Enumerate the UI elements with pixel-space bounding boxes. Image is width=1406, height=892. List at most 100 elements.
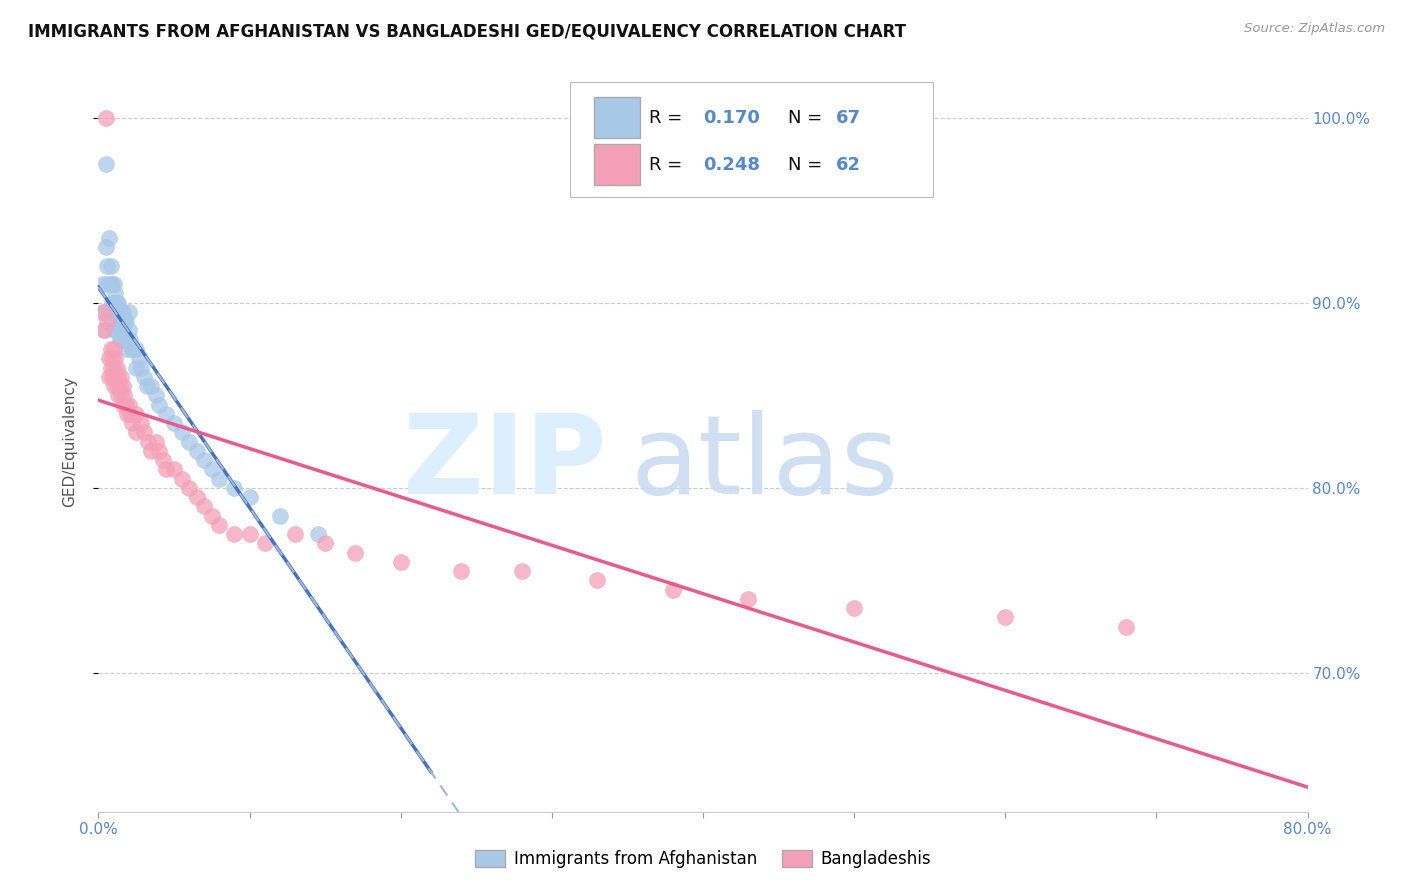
- Point: [101, 314, 124, 328]
- Point: [208, 517, 231, 532]
- Text: R =: R =: [648, 109, 688, 127]
- Point: [661, 582, 683, 597]
- Text: 0.170: 0.170: [703, 109, 759, 127]
- FancyBboxPatch shape: [569, 82, 932, 197]
- Point: [120, 407, 142, 421]
- Point: [107, 323, 129, 337]
- Text: R =: R =: [648, 156, 688, 174]
- Point: [145, 434, 167, 449]
- Point: [103, 323, 125, 337]
- Point: [110, 333, 132, 347]
- Point: [107, 295, 129, 310]
- Point: [93, 323, 115, 337]
- Point: [105, 360, 128, 375]
- Point: [104, 323, 127, 337]
- Point: [148, 397, 170, 411]
- Point: [307, 527, 329, 541]
- Text: ZIP: ZIP: [404, 410, 606, 517]
- Text: atlas: atlas: [630, 410, 898, 517]
- Point: [125, 425, 148, 440]
- Point: [115, 407, 138, 421]
- Point: [100, 277, 122, 292]
- Point: [107, 388, 129, 402]
- Point: [105, 379, 128, 393]
- Point: [155, 462, 177, 476]
- Text: 67: 67: [837, 109, 860, 127]
- Y-axis label: GED/Equivalency: GED/Equivalency: [63, 376, 77, 507]
- Point: [111, 379, 134, 393]
- Point: [239, 527, 262, 541]
- Point: [100, 360, 122, 375]
- Text: 62: 62: [837, 156, 860, 174]
- Point: [118, 323, 141, 337]
- Point: [110, 314, 132, 328]
- Bar: [595, 145, 640, 186]
- Point: [93, 323, 115, 337]
- Point: [101, 277, 124, 292]
- Point: [510, 564, 533, 578]
- Point: [98, 231, 121, 245]
- Point: [201, 462, 224, 476]
- Point: [121, 342, 143, 356]
- Point: [179, 481, 201, 495]
- Point: [129, 360, 152, 375]
- Text: 0.248: 0.248: [703, 156, 761, 174]
- Point: [114, 333, 136, 347]
- Point: [344, 546, 367, 560]
- Point: [100, 342, 122, 356]
- Point: [114, 397, 136, 411]
- Point: [224, 481, 246, 495]
- Point: [125, 342, 148, 356]
- Point: [111, 323, 134, 337]
- Point: [132, 425, 155, 440]
- Point: [107, 305, 129, 319]
- Point: [1115, 620, 1137, 634]
- Point: [186, 490, 208, 504]
- Text: IMMIGRANTS FROM AFGHANISTAN VS BANGLADESHI GED/EQUIVALENCY CORRELATION CHART: IMMIGRANTS FROM AFGHANISTAN VS BANGLADES…: [28, 22, 905, 40]
- Point: [129, 416, 152, 430]
- Text: N =: N =: [787, 109, 828, 127]
- Point: [108, 305, 131, 319]
- Point: [98, 351, 121, 366]
- Point: [103, 360, 125, 375]
- Point: [104, 351, 127, 366]
- Point: [103, 379, 125, 393]
- Point: [105, 295, 128, 310]
- Point: [118, 305, 141, 319]
- Point: [136, 434, 159, 449]
- Point: [994, 610, 1017, 624]
- Point: [105, 305, 128, 319]
- Point: [94, 111, 117, 125]
- Point: [111, 305, 134, 319]
- Point: [105, 323, 128, 337]
- Point: [110, 369, 132, 384]
- Text: N =: N =: [787, 156, 828, 174]
- Point: [141, 379, 163, 393]
- Point: [104, 305, 127, 319]
- Point: [148, 443, 170, 458]
- Text: Source: ZipAtlas.com: Source: ZipAtlas.com: [1244, 22, 1385, 36]
- Point: [103, 305, 125, 319]
- Point: [125, 407, 148, 421]
- Point: [118, 397, 141, 411]
- Point: [100, 305, 122, 319]
- Point: [103, 295, 125, 310]
- Point: [120, 333, 142, 347]
- Point: [450, 564, 472, 578]
- Point: [844, 601, 866, 615]
- Point: [94, 240, 117, 254]
- Point: [96, 259, 118, 273]
- Point: [586, 574, 609, 588]
- Point: [108, 314, 131, 328]
- Point: [132, 369, 155, 384]
- Bar: [595, 97, 640, 138]
- Point: [110, 305, 132, 319]
- Point: [152, 453, 174, 467]
- Point: [91, 277, 114, 292]
- Point: [179, 434, 201, 449]
- Point: [170, 425, 193, 440]
- Point: [96, 277, 118, 292]
- Point: [108, 379, 131, 393]
- Point: [253, 536, 276, 550]
- Point: [112, 388, 135, 402]
